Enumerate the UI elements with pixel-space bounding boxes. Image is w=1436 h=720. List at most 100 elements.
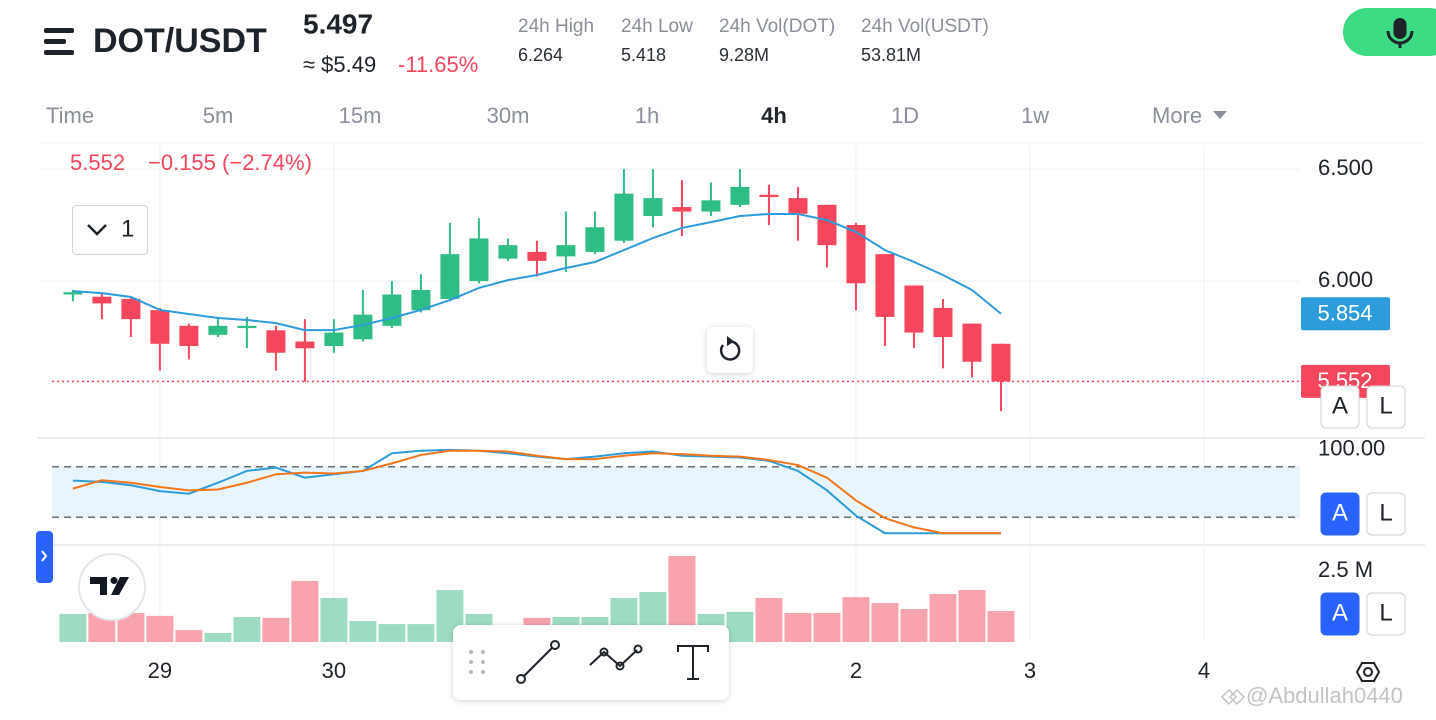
volume-bar [349,620,377,642]
y-tick-label: 6.000 [1318,267,1373,292]
candle-body [324,332,344,347]
drawing-toolbar-part-part [469,650,473,654]
vertical-grid [159,145,1205,642]
candle-body [266,330,286,353]
menu-icon-part[interactable] [44,39,66,44]
reset-button-part[interactable] [707,327,753,373]
drawing-toolbar [453,625,729,700]
scale-button-label[interactable]: L [1379,499,1392,526]
timeframe-tab[interactable]: 1h [635,103,659,128]
timeframe-tab[interactable]: 1w [1021,103,1049,128]
reset-icon[interactable] [719,336,741,361]
timeframe-tab[interactable]: 4h [761,103,787,128]
path-tool-part[interactable] [633,644,643,654]
x-tick-label: 4 [1198,658,1210,683]
tradingview-logo [78,553,146,621]
scale-button-label[interactable]: A [1332,499,1348,526]
trend-line-tool-part[interactable] [523,647,553,677]
volume-bar [175,630,203,642]
candle-body [962,323,982,362]
trend-line-tool-part[interactable] [550,640,560,650]
header: DOT/USDT 5.497 ≈ $5.49 -11.65% 24h High 6… [44,8,1436,128]
voice-button[interactable] [1343,8,1436,56]
x-tick-label: 2 [850,658,862,683]
menu-icon-part[interactable] [44,50,74,55]
scale-button-label[interactable]: A [1332,599,1348,626]
timeframe-tab[interactable]: 15m [339,103,382,128]
moving-average-line [72,213,1002,332]
pane-toggle-button-part[interactable] [87,224,107,236]
reset-icon-part[interactable] [719,340,741,361]
symbol[interactable]: DOT/USDT [93,22,267,60]
pane-count[interactable]: 1 [121,215,134,242]
volume-bar [59,613,87,642]
pane-toggle-button-part[interactable] [72,205,148,255]
watermark-text: @Abdullah0440 [1246,683,1403,708]
timeframe-tab[interactable]: 30m [487,103,530,128]
ma-price-tag [1301,297,1390,331]
menu-icon-part[interactable] [44,28,74,33]
candle-body [614,193,634,241]
tradingview-logo-part [110,577,118,584]
text-tool[interactable] [677,645,709,680]
timeframe-tab[interactable]: Time [46,103,94,128]
candle-body [875,254,895,317]
path-tool-part[interactable] [599,647,609,657]
volume-bar [204,632,232,642]
reset-icon-part[interactable] [727,336,734,346]
path-tool-part[interactable] [615,661,625,671]
reset-button[interactable] [707,327,753,373]
last-price: 5.497 [303,8,373,39]
timeframe-tab[interactable]: More [1152,103,1202,128]
candle-body [730,186,750,205]
menu-icon[interactable] [44,28,74,55]
stat-label: 24h High [518,16,594,37]
path-tool[interactable] [589,644,643,671]
x-tick-label: 29 [148,658,172,683]
settings-icon-part[interactable] [1355,662,1381,682]
voice-button-part[interactable] [1393,18,1407,39]
timeframe-tab[interactable]: 1D [891,103,919,128]
oscillator-line [72,449,1001,535]
drawing-toolbar-part-part [469,670,473,674]
candle-body [933,307,953,338]
candle-body [63,292,83,295]
scale-button[interactable] [1366,492,1406,536]
x-tick-label: 30 [322,658,346,683]
trend-line-tool-part[interactable] [516,674,526,684]
side-panel-tab[interactable] [36,531,53,583]
candle-body [498,245,518,259]
volume-bar [929,594,957,642]
trend-line-tool[interactable] [516,640,560,684]
timeframe-tab[interactable]: 5m [203,103,234,128]
volume-bar [842,597,870,642]
stat-label: 24h Low [621,16,693,37]
candle-body [150,310,170,344]
scale-button-label[interactable]: L [1379,599,1392,626]
path-tool-part[interactable] [589,649,638,668]
volume-bar [813,613,841,642]
settings-icon-part[interactable] [1363,667,1373,677]
side-panel-tab-part[interactable] [41,550,48,562]
scale-button[interactable] [1320,492,1360,536]
scale-button[interactable] [1366,385,1406,429]
candle-body [295,341,315,349]
candle-body [121,298,141,320]
scale-button[interactable] [1366,592,1406,636]
scale-button-label[interactable]: L [1379,392,1392,419]
scale-button[interactable] [1320,592,1360,636]
text-tool-part[interactable] [677,645,709,680]
pane-toggle-button[interactable]: 1 [72,205,148,255]
volume-bar [726,611,754,642]
volume-bar [871,603,899,642]
scale-button-label[interactable]: A [1332,392,1348,419]
candle-body [179,325,199,347]
volume-bar [233,617,261,642]
volume-bar [291,580,319,642]
scale-button[interactable] [1320,385,1360,429]
candle-body [237,325,257,329]
stat-label: 24h Vol(DOT) [719,16,835,37]
dropdown-caret[interactable] [1213,111,1227,119]
settings-icon[interactable] [1355,662,1381,682]
